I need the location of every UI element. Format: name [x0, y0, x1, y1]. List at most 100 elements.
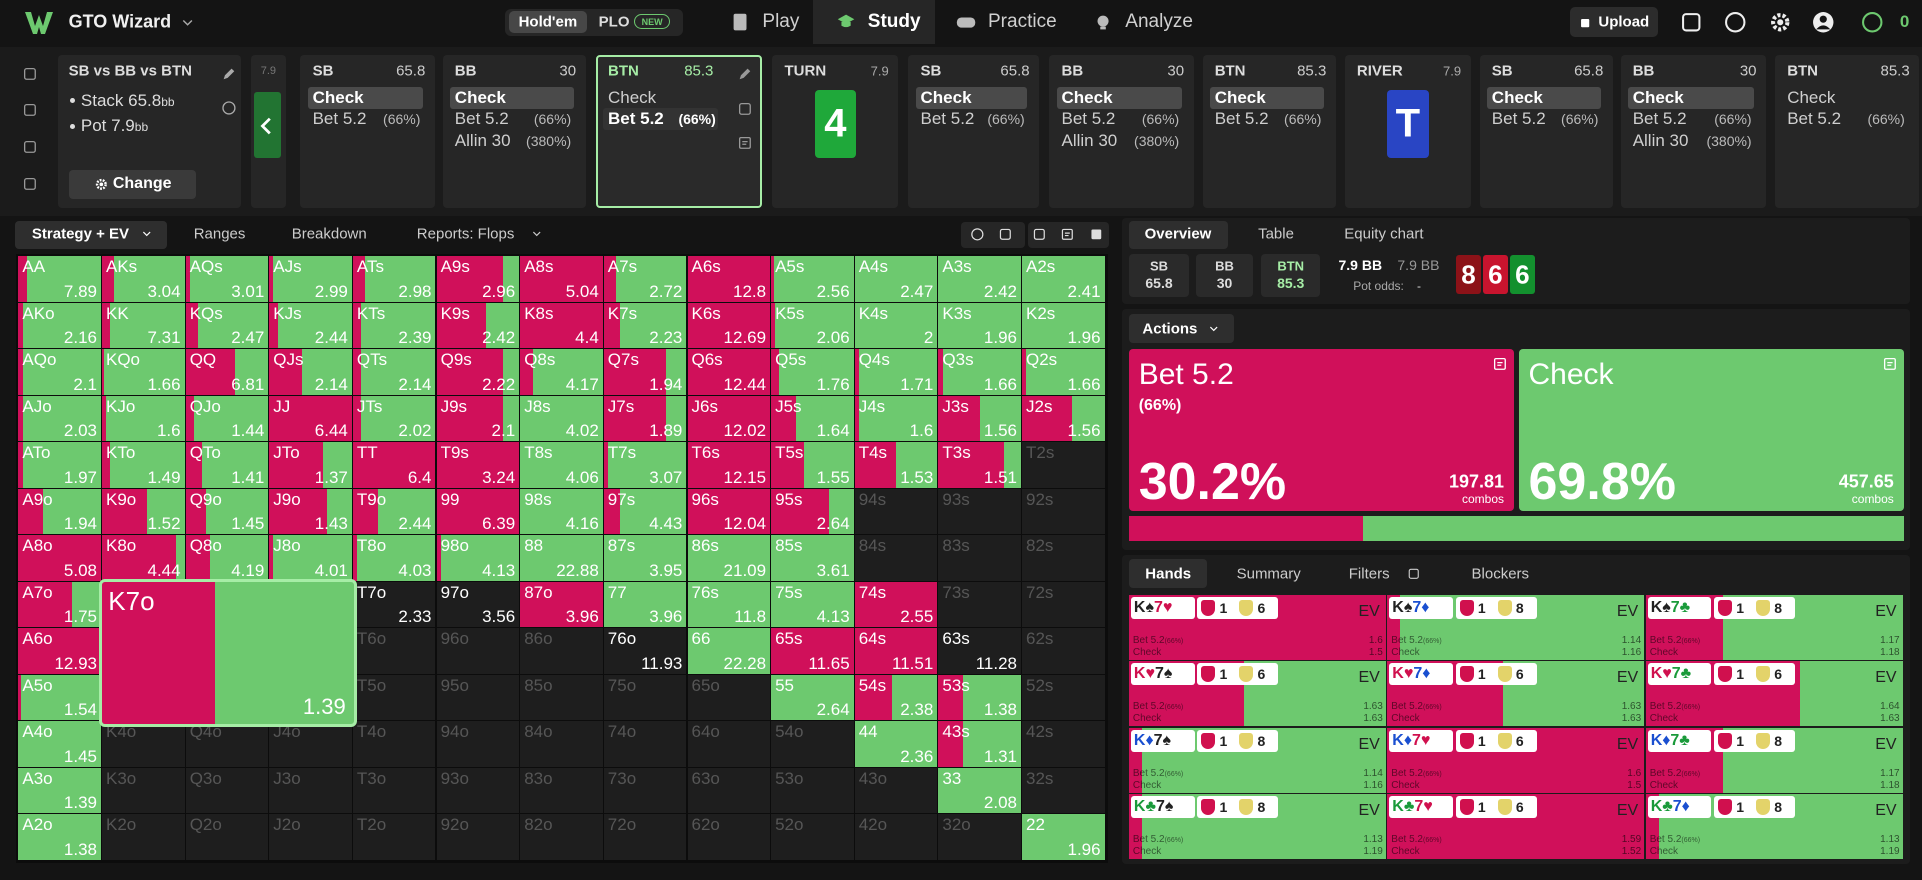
hands-tab[interactable]: Hands — [1145, 565, 1192, 583]
strategy-tab[interactable]: Ranges — [193, 225, 246, 243]
overview-tab[interactable]: Overview — [1144, 225, 1212, 243]
hand-combo[interactable]: K♦7♠ 1 8 EV Bet 5.2(66%) Check 1.14 1.16 — [1128, 727, 1386, 793]
hand-cell[interactable]: J8o 4.01 — [269, 535, 352, 581]
hand-cell[interactable]: 52s — [1022, 674, 1105, 720]
hand-cell[interactable]: A3s 2.42 — [938, 256, 1021, 302]
tab-active[interactable] — [1128, 558, 1208, 589]
menu-item[interactable]: Study — [867, 11, 921, 33]
action-name[interactable]: Bet 5.2 — [454, 108, 509, 128]
hand-combo[interactable]: K♣7♠ 1 8 EV Bet 5.2(66%) Check 1.13 1.19 — [1128, 794, 1386, 860]
hand-combo[interactable]: K♦7♣ 1 8 EV Bet 5.2(66%) Check 1.17 1.18 — [1645, 727, 1903, 793]
line-node[interactable] — [1774, 55, 1920, 209]
hand-cell[interactable]: 83s — [938, 535, 1021, 581]
hand-cell[interactable]: 54o — [771, 721, 854, 767]
hand-cell[interactable]: 52o — [771, 814, 854, 860]
action-name[interactable]: Check — [1787, 88, 1836, 108]
overview-tab[interactable]: Equity chart — [1344, 225, 1424, 243]
hand-cell[interactable]: K2s 1.96 — [1022, 302, 1105, 349]
hand-cell[interactable]: 64o — [687, 721, 771, 767]
hand-cell[interactable]: KTo 1.49 — [102, 442, 185, 488]
hand-cell[interactable]: T6o — [352, 628, 436, 674]
hand-cell[interactable]: KK 7.31 — [102, 302, 185, 349]
action-name[interactable]: Bet 5.2 — [1491, 108, 1546, 128]
hand-cell[interactable]: T3s 1.51 — [938, 442, 1021, 488]
action-name[interactable]: Check — [920, 88, 972, 108]
hand-cell[interactable]: Q7s 1.94 — [603, 349, 687, 395]
hand-cell[interactable]: 86s 21.09 — [687, 535, 771, 581]
hand-cell[interactable]: 65o — [687, 674, 771, 720]
action-name[interactable]: Check — [312, 88, 364, 108]
action-name[interactable]: Check — [1632, 88, 1684, 108]
hand-cell[interactable]: 53s 1.38 — [938, 674, 1021, 720]
hand-cell[interactable]: T2s — [1022, 442, 1105, 488]
hand-cell[interactable]: AKs 3.04 — [102, 256, 185, 302]
hand-cell[interactable]: QJs 2.14 — [269, 349, 352, 395]
hand-cell[interactable]: 62s — [1022, 628, 1105, 674]
change-button[interactable] — [68, 170, 197, 199]
hand-combo[interactable]: K♦7♥ 1 6 EV Bet 5.2(66%) Check 1.6 1.5 — [1387, 727, 1645, 793]
hand-cell[interactable]: Q3s 1.66 — [938, 349, 1021, 395]
strategy-tab[interactable]: Reports: Flops — [416, 225, 515, 243]
action-name[interactable]: Allin 30 — [1061, 131, 1118, 150]
hand-cell[interactable]: A5s 2.56 — [771, 256, 854, 302]
hand-cell[interactable]: T7o 2.33 — [352, 581, 436, 628]
actions-button[interactable] — [1128, 313, 1235, 344]
hand-cell[interactable]: 84s — [854, 535, 938, 581]
hand-cell[interactable]: JTo 1.37 — [269, 442, 352, 488]
hand-cell[interactable]: 99 6.39 — [436, 488, 520, 535]
hand-cell[interactable]: J9s 2.1 — [436, 395, 520, 442]
hand-combo[interactable]: K♥7♦ 1 6 EV Bet 5.2(66%) Check 1.63 1.63 — [1387, 661, 1645, 727]
hand-cell[interactable]: A9s 2.96 — [436, 256, 520, 302]
hand-cell[interactable]: 72s — [1022, 581, 1105, 628]
hand-cell[interactable]: 85s 3.61 — [771, 535, 854, 581]
action-name[interactable]: Check — [1214, 88, 1266, 108]
hand-cell[interactable]: J8s 4.02 — [520, 395, 603, 442]
hand-cell[interactable]: QTo 1.41 — [185, 442, 269, 488]
action-name[interactable]: Bet 5.2 — [1787, 108, 1842, 128]
hand-cell[interactable]: T9o 2.44 — [352, 488, 436, 535]
line-node[interactable] — [442, 55, 586, 209]
hand-cell[interactable]: A4s 2.47 — [854, 256, 938, 302]
hand-cell[interactable]: 74s 2.55 — [854, 581, 938, 628]
action-name[interactable]: Bet 5.2 — [1061, 108, 1116, 128]
hand-cell[interactable]: 77 3.96 — [603, 581, 687, 628]
hand-cell[interactable]: A8s 5.04 — [520, 256, 603, 302]
hand-cell[interactable]: J3o — [269, 767, 352, 813]
line-node[interactable] — [908, 55, 1040, 209]
hand-cell[interactable]: Q9o 1.45 — [185, 488, 269, 535]
hand-cell[interactable]: J7s 1.89 — [603, 395, 687, 442]
hand-cell[interactable]: 54s 2.38 — [854, 674, 938, 720]
hand-cell[interactable]: A2o 1.38 — [18, 814, 101, 860]
hand-cell[interactable]: AQo 2.1 — [18, 349, 101, 395]
hand-cell[interactable]: 82s — [1022, 535, 1105, 581]
hand-cell[interactable]: J4o — [269, 721, 352, 767]
hands-tab[interactable]: Filters — [1348, 565, 1390, 583]
hand-cell[interactable]: A2s 2.41 — [1022, 256, 1105, 302]
hand-cell[interactable]: 88 22.88 — [520, 535, 603, 581]
menu-item[interactable]: Practice — [988, 11, 1057, 33]
hand-combo[interactable]: K♣7♥ 1 6 EV Bet 5.2(66%) Check 1.59 1.52 — [1387, 794, 1645, 860]
game-tab-active[interactable] — [508, 11, 588, 34]
hand-cell[interactable]: K8o 4.44 — [102, 535, 185, 581]
hand-cell[interactable]: ATs 2.98 — [352, 256, 436, 302]
hand-cell[interactable]: 42o — [854, 814, 938, 860]
hand-cell[interactable]: T6s 12.15 — [687, 442, 771, 488]
hand-cell[interactable]: Q4o — [185, 721, 269, 767]
action-name[interactable]: Check — [1061, 88, 1113, 108]
action-name[interactable]: Bet 5.2 — [1214, 108, 1269, 128]
hand-cell[interactable]: J5s 1.64 — [771, 395, 854, 442]
line-node[interactable] — [1479, 55, 1614, 209]
menu-item[interactable]: Play — [762, 11, 800, 33]
hand-cell[interactable]: 44 2.36 — [854, 721, 938, 767]
hand-cell[interactable]: 86o — [520, 628, 603, 674]
hand-cell[interactable]: Q8o 4.19 — [185, 535, 269, 581]
hand-cell[interactable]: J9o 1.43 — [269, 488, 352, 535]
strategy-tab[interactable]: Breakdown — [291, 225, 367, 243]
hand-cell[interactable]: Q3o — [185, 767, 269, 813]
hand-cell[interactable]: 97s 4.43 — [603, 488, 687, 535]
hand-cell[interactable]: 95s 2.64 — [771, 488, 854, 535]
hand-cell[interactable]: 32o — [938, 814, 1021, 860]
hand-cell[interactable]: KJo 1.6 — [102, 395, 185, 442]
hand-cell[interactable]: KJs 2.44 — [269, 302, 352, 349]
hand-combo[interactable]: K♠7♣ 1 8 EV Bet 5.2(66%) Check 1.17 1.18 — [1645, 594, 1903, 660]
